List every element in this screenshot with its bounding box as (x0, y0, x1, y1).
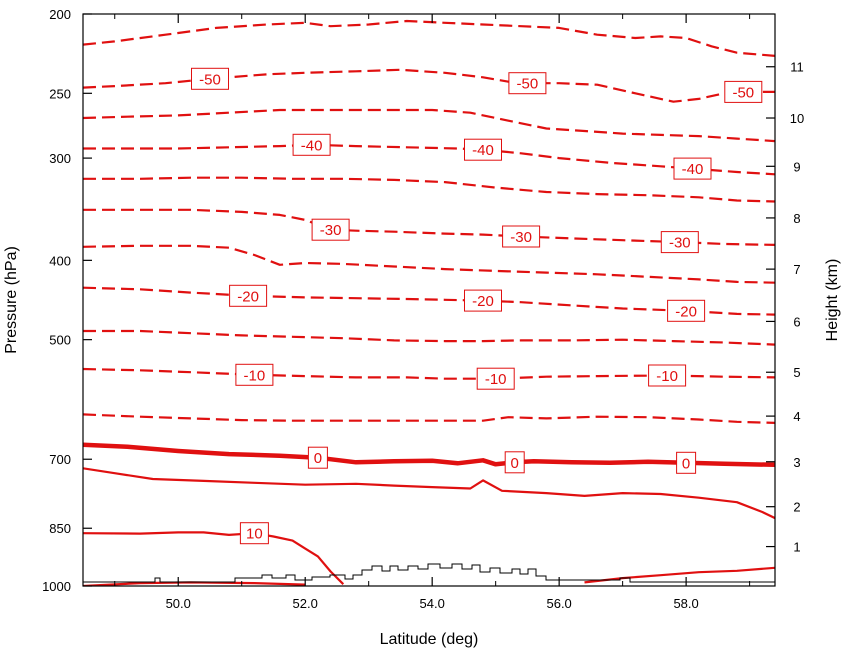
x-axis-ticks: 50.0 52.0 54.0 56.0 58.0 (114, 14, 751, 611)
right-axis-title: Height (km) (824, 259, 841, 342)
contour-line-3 (83, 143, 775, 176)
x-tick-label-0: 50.0 (166, 596, 191, 611)
contour-label-1-1: -50 (517, 76, 539, 93)
contour-label-7-2: -20 (675, 303, 697, 320)
contour-line-6 (83, 244, 775, 284)
contour-label-5-0: -30 (320, 222, 342, 239)
plot-frame (82, 13, 776, 587)
x-tick-label-1: 52.0 (293, 596, 318, 611)
left-axis-title: Pressure (hPa) (3, 246, 20, 354)
contour-label-5-1: -30 (510, 229, 532, 246)
contour-label-11-0: 0 (314, 450, 322, 467)
contour-line-10 (83, 413, 775, 424)
contour-label-5-2: -30 (669, 235, 691, 252)
x-tick-label-3: 56.0 (546, 596, 571, 611)
contour-labels: -50 -50 -50 -40 -40 -40 -30 -30 -30 -20 -20 -20 -10 -… (191, 67, 763, 545)
contour-label-box-7-1 (464, 289, 502, 312)
contour-label-box-13-0 (239, 522, 269, 545)
height-tick-label-1: 2 (793, 500, 800, 515)
contour-label-box-1-1 (508, 72, 547, 95)
contour-label-7-1: -20 (472, 293, 494, 310)
contour-label-3-1: -40 (472, 142, 494, 159)
contour-label-box-5-0 (311, 218, 350, 241)
height-axis-ticks: 1 2 3 4 5 6 7 8 9 10 11 (766, 60, 804, 555)
contour-label-box-11-2 (676, 451, 697, 474)
x-tick-label-2: 54.0 (420, 596, 445, 611)
contour-label-box-3-2 (673, 157, 712, 180)
height-tick-label-6: 7 (793, 262, 800, 277)
contour-label-3-0: -40 (301, 137, 323, 154)
height-tick-label-5: 6 (793, 314, 800, 329)
terrain-line (83, 563, 775, 583)
pressure-tick-label-0: 200 (49, 7, 71, 22)
height-tick-label-0: 1 (793, 540, 800, 555)
contour-label-11-2: 0 (682, 455, 690, 472)
contour-label-box-11-0 (307, 446, 328, 469)
pressure-tick-label-2: 300 (49, 151, 71, 166)
contour-label-1-2: -50 (732, 84, 754, 101)
contour-label-box-1-0 (191, 67, 229, 90)
contour-label-9-0: -10 (244, 367, 266, 384)
height-tick-label-4: 5 (793, 365, 800, 380)
contour-label-box-11-1 (504, 451, 525, 474)
height-tick-label-8: 9 (793, 159, 800, 174)
height-tick-label-7: 8 (793, 211, 800, 226)
contour-label-box-3-1 (464, 138, 502, 161)
contour-label-box-9-2 (648, 364, 687, 387)
height-tick-label-2: 3 (793, 455, 800, 470)
contour-label-box-9-0 (235, 363, 274, 386)
contour-line-2 (83, 108, 775, 143)
contour-line-13 (83, 531, 345, 585)
contour-label-9-1: -10 (485, 371, 507, 388)
contour-label-box-5-1 (502, 225, 541, 248)
contour-line-0 (83, 19, 775, 57)
height-tick-label-10: 11 (790, 60, 804, 75)
terrain-outline (83, 563, 775, 583)
pressure-tick-label-3: 400 (49, 253, 71, 268)
contour-line-1 (83, 68, 775, 103)
contour-line-11 (83, 442, 775, 468)
height-tick-label-9: 10 (790, 111, 804, 126)
contour-label-box-7-0 (229, 284, 268, 307)
pressure-tick-label-4: 500 (49, 333, 71, 348)
contour-label-3-2: -40 (682, 161, 704, 178)
x-tick-label-4: 58.0 (673, 596, 698, 611)
pressure-axis-ticks: 200 250 300 400 500 700 850 1000 (42, 7, 92, 594)
contour-label-box-5-2 (660, 231, 699, 254)
contour-label-box-9-1 (476, 367, 515, 390)
contour-line-12 (83, 467, 775, 520)
contour-line-4 (83, 176, 775, 203)
contour-line-14 (584, 566, 775, 584)
contour-label-box-1-2 (724, 80, 763, 103)
contour-label-1-0: -50 (199, 71, 221, 88)
contour-label-box-7-2 (667, 299, 706, 322)
height-tick-label-3: 4 (793, 409, 800, 424)
contour-label-7-0: -20 (237, 288, 259, 305)
contour-line-8 (83, 329, 775, 346)
pressure-tick-label-5: 700 (49, 452, 71, 467)
contour-label-13-0: 10 (246, 526, 263, 543)
contour-label-9-2: -10 (656, 368, 678, 385)
contour-line-7 (83, 286, 775, 316)
pressure-tick-label-7: 1000 (42, 579, 71, 594)
x-axis-title: Latitude (deg) (380, 631, 479, 648)
contour-line-5 (83, 208, 775, 246)
contour-label-box-3-0 (292, 133, 331, 156)
contour-label-11-1: 0 (511, 455, 519, 472)
pressure-tick-label-1: 250 (49, 86, 71, 101)
pressure-tick-label-6: 850 (49, 521, 71, 536)
